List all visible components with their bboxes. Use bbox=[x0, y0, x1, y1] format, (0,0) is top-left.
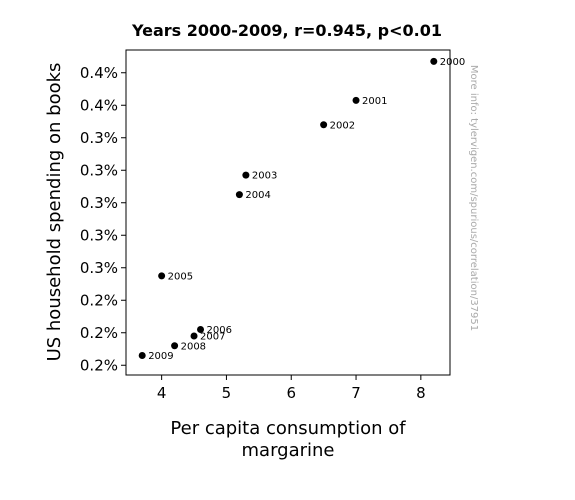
data-point-label-2007: 2007 bbox=[200, 332, 225, 343]
y-tick-label: 0.3% bbox=[80, 194, 118, 212]
x-tick-label: 5 bbox=[222, 384, 232, 402]
data-point-label-2000: 2000 bbox=[440, 57, 465, 68]
y-tick-label: 0.3% bbox=[80, 259, 118, 277]
data-point-label-2009: 2009 bbox=[148, 351, 173, 362]
data-point-2005 bbox=[158, 272, 166, 280]
y-tick-label: 0.3% bbox=[80, 129, 118, 147]
data-point-2007 bbox=[190, 332, 198, 340]
y-tick-label: 0.2% bbox=[80, 324, 118, 342]
x-tick-label: 4 bbox=[157, 384, 167, 402]
data-point-label-2005: 2005 bbox=[168, 271, 193, 282]
x-tick-label: 6 bbox=[286, 384, 296, 402]
x-axis-label-line-1: Per capita consumption of bbox=[170, 418, 406, 439]
data-point-2001 bbox=[352, 96, 360, 104]
y-tick-label: 0.3% bbox=[80, 226, 118, 244]
y-tick-label: 0.4% bbox=[80, 96, 118, 114]
data-point-2000 bbox=[430, 57, 438, 65]
data-point-label-2001: 2001 bbox=[362, 96, 387, 107]
data-point-2006 bbox=[197, 326, 205, 333]
data-point-2009 bbox=[138, 352, 146, 359]
chart-title: Years 2000-2009, r=0.945, p<0.01 bbox=[131, 21, 442, 40]
data-point-2008 bbox=[171, 342, 179, 350]
x-tick-label: 8 bbox=[416, 384, 426, 402]
data-point-label-2004: 2004 bbox=[245, 190, 270, 201]
x-axis: 4 5 6 7 8 bbox=[157, 375, 426, 402]
x-tick-label: 7 bbox=[351, 384, 361, 402]
data-point-label-2008: 2008 bbox=[181, 341, 206, 352]
data-point-label-2006: 2006 bbox=[207, 325, 232, 336]
y-tick-label: 0.2% bbox=[80, 356, 118, 374]
y-tick-label: 0.2% bbox=[80, 291, 118, 309]
data-point-2003 bbox=[242, 171, 250, 179]
watermark-text: More info: tylervigen.com/spurious/corre… bbox=[468, 65, 479, 331]
y-axis: 0.2% 0.2% 0.2% 0.3% 0.3% 0.3% 0.3% 0.3% 0.4% 0.4% bbox=[80, 64, 126, 374]
data-point-label-2003: 2003 bbox=[252, 171, 277, 182]
y-axis-label: US household spending on books bbox=[44, 63, 65, 362]
x-axis-label-line-2: margarine bbox=[242, 440, 335, 461]
plot-area bbox=[125, 49, 451, 376]
data-point-2004 bbox=[235, 191, 243, 199]
data-point-label-2002: 2002 bbox=[330, 120, 355, 131]
y-tick-label: 0.4% bbox=[80, 64, 118, 82]
data-point-2002 bbox=[320, 121, 328, 129]
y-tick-label: 0.3% bbox=[80, 161, 118, 179]
